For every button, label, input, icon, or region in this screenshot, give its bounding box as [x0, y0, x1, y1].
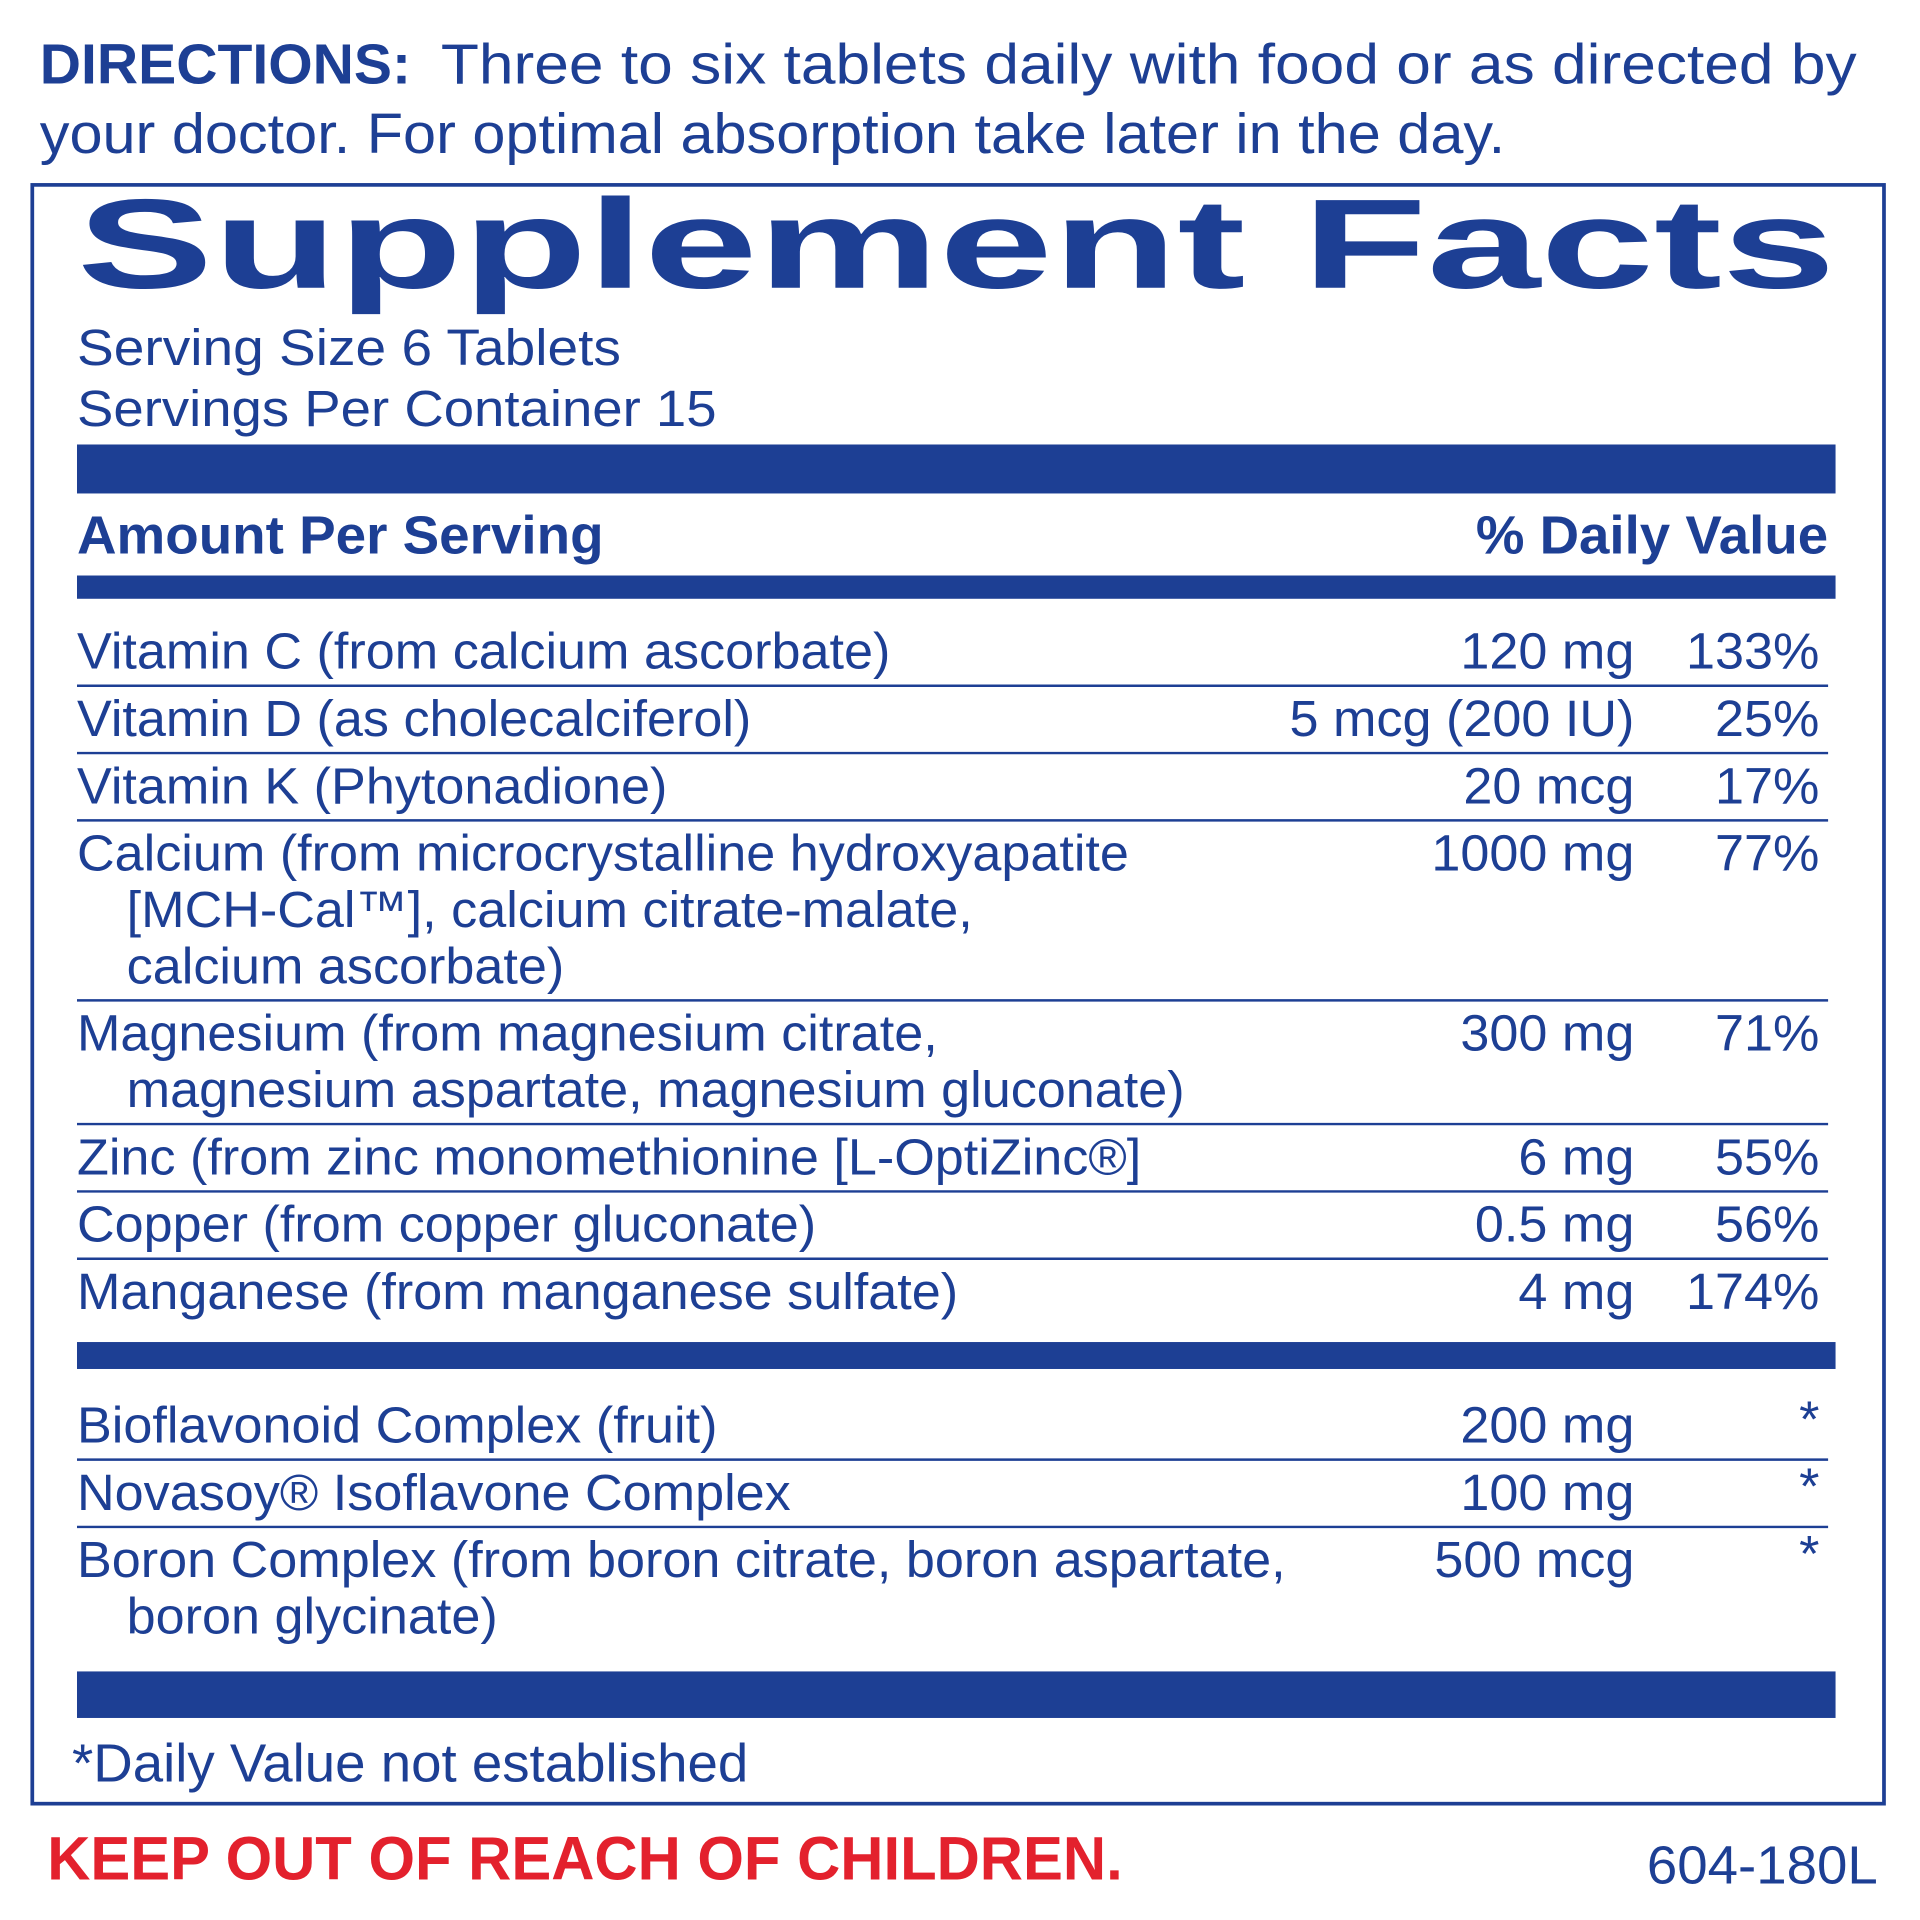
header-daily-value: % Daily Value: [1476, 506, 1828, 566]
nutrient-name: magnesium aspartate, magnesium gluconate…: [127, 1060, 1185, 1118]
nutrient-name: Vitamin K (Phytonadione): [77, 757, 667, 815]
nutrient-daily-value: 71%: [1715, 1004, 1819, 1062]
nutrient-daily-value: 56%: [1715, 1195, 1819, 1253]
nutrient-amount: 6 mg: [1518, 1128, 1634, 1186]
directions-text: your doctor. For optimal absorption take…: [40, 103, 1505, 166]
nutrient-name: boron glycinate): [127, 1587, 498, 1645]
nutrient-amount: 200 mg: [1460, 1396, 1634, 1454]
thick-bar: [76, 1671, 1836, 1718]
nutrient-name: calcium ascorbate): [127, 937, 565, 995]
directions-label: DIRECTIONS:: [40, 34, 411, 97]
nutrient-daily-value: 55%: [1715, 1128, 1819, 1186]
nutrient-name: [MCH-Cal™], calcium citrate-malate,: [127, 880, 973, 938]
nutrient-name: Calcium (from microcrystalline hydroxyap…: [77, 824, 1129, 882]
product-code: 604-180L: [1647, 1836, 1878, 1896]
servings-per-container: Servings Per Container 15: [77, 379, 717, 437]
directions-line: DIRECTIONS: Three to six tablets daily wi…: [40, 34, 1858, 97]
facts-box: [30, 183, 1886, 1806]
nutrient-amount: 1000 mg: [1431, 824, 1634, 882]
directions-text: Three to six tablets daily with food or …: [441, 34, 1857, 97]
nutrient-name: Copper (from copper gluconate): [77, 1195, 816, 1253]
nutrient-name: Vitamin D (as cholecalciferol): [77, 689, 751, 747]
nutrient-name: Bioflavonoid Complex (fruit): [77, 1396, 717, 1454]
bar: [76, 575, 1836, 599]
header-amount: Amount Per Serving: [77, 506, 604, 566]
bar: [76, 1342, 1836, 1369]
nutrient-name: Zinc (from zinc monomethionine [L-OptiZi…: [77, 1128, 1141, 1186]
serving-size: Serving Size 6 Tablets: [77, 318, 621, 376]
nutrient-amount: 4 mg: [1518, 1262, 1634, 1320]
nutrient-amount: 0.5 mg: [1475, 1195, 1634, 1253]
nutrient-name: Boron Complex (from boron citrate, boron…: [77, 1530, 1286, 1588]
nutrient-name: Novasoy® Isoflavone Complex: [77, 1463, 791, 1521]
nutrient-amount: 20 mcg: [1463, 757, 1634, 815]
nutrient-amount: 100 mg: [1460, 1463, 1634, 1521]
nutrient-amount: 120 mg: [1460, 622, 1634, 680]
nutrient-amount: 500 mcg: [1434, 1530, 1634, 1588]
nutrient-daily-value: 25%: [1715, 689, 1819, 747]
nutrient-name: Magnesium (from magnesium citrate,: [77, 1004, 938, 1062]
nutrient-daily-value: *: [1799, 1390, 1819, 1448]
nutrient-daily-value: 133%: [1686, 622, 1819, 680]
thick-bar: [76, 444, 1836, 494]
nutrient-daily-value: 77%: [1715, 824, 1819, 882]
nutrient-daily-value: 174%: [1686, 1262, 1819, 1320]
nutrient-daily-value: *: [1799, 1524, 1819, 1582]
nutrient-daily-value: 17%: [1715, 757, 1819, 815]
nutrient-name: Manganese (from manganese sulfate): [77, 1262, 958, 1320]
nutrient-amount: 300 mg: [1460, 1004, 1634, 1062]
nutrient-name: Vitamin C (from calcium ascorbate): [77, 622, 890, 680]
facts-title: Supplement Facts: [77, 174, 1836, 316]
nutrient-daily-value: *: [1799, 1457, 1819, 1515]
nutrient-amount: 5 mcg (200 IU): [1289, 689, 1634, 747]
footnote: *Daily Value not established: [72, 1734, 748, 1794]
warning: KEEP OUT OF REACH OF CHILDREN.: [47, 1825, 1122, 1894]
